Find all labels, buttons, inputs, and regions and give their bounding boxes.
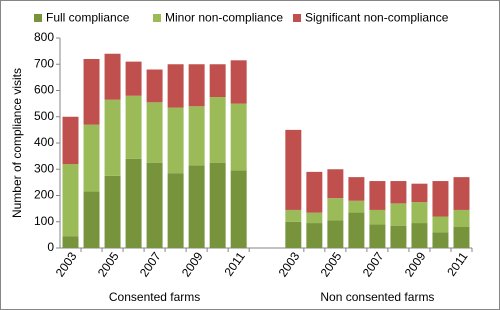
bar-segment (453, 177, 470, 210)
bar-segment (369, 181, 386, 210)
y-tick-label: 100 (34, 214, 54, 228)
group-label: Non consented farms (320, 290, 434, 304)
bar-segment (146, 69, 163, 103)
bar-segment (125, 61, 142, 96)
bar-segment (285, 129, 302, 210)
bar-segment (285, 221, 302, 248)
bar-segment (188, 64, 205, 107)
y-tick-label: 600 (34, 83, 54, 97)
bar-segment (285, 209, 302, 222)
bar-segment (348, 177, 365, 201)
bar-segment (369, 224, 386, 248)
legend-swatch (293, 14, 301, 22)
bar-segment (327, 198, 344, 221)
bar-segment (167, 64, 184, 108)
y-tick-label: 0 (47, 240, 54, 254)
bar-segment (146, 162, 163, 248)
bar-segment (188, 165, 205, 248)
bar-segment (83, 191, 100, 248)
bar-segment (104, 175, 121, 248)
bar-segment (411, 223, 428, 248)
bar-segment (306, 223, 323, 248)
bar-segment (83, 59, 100, 125)
y-tick-label: 200 (34, 188, 54, 202)
bar-segment (390, 203, 407, 226)
bar-segment (348, 200, 365, 213)
bar-segment (188, 106, 205, 166)
bar-segment (125, 95, 142, 159)
bar-segment (104, 53, 121, 100)
bar-segment (167, 107, 184, 174)
legend-label: Significant non-compliance (305, 11, 449, 25)
bar-segment (230, 103, 247, 171)
bar-segment (125, 158, 142, 248)
legend-swatch (34, 14, 42, 22)
bar-segment (62, 236, 79, 248)
y-tick-label: 400 (34, 135, 54, 149)
bar-segment (104, 99, 121, 176)
bar-segment (432, 181, 449, 217)
bar-segment (453, 209, 470, 227)
bar-segment (348, 212, 365, 248)
y-tick-label: 500 (34, 109, 54, 123)
legend-label: Minor non-compliance (165, 11, 283, 25)
bar-segment (209, 64, 226, 98)
bar-segment (411, 202, 428, 224)
bar-segment (327, 169, 344, 199)
bar-segment (453, 227, 470, 248)
bar-segment (209, 162, 226, 248)
group-label: Consented farms (109, 290, 200, 304)
bar-segment (369, 209, 386, 225)
bar-segment (432, 232, 449, 248)
bar-segment (83, 124, 100, 192)
bar-segment (306, 171, 323, 213)
bar-segment (146, 102, 163, 163)
y-tick-label: 700 (34, 56, 54, 70)
bar-segment (62, 164, 79, 237)
bar-segment (390, 225, 407, 248)
bar-segment (62, 116, 79, 164)
bar-segment (432, 216, 449, 233)
y-tick-label: 300 (34, 161, 54, 175)
bar-segment (209, 97, 226, 163)
legend-label: Full compliance (46, 11, 130, 25)
bar-segment (306, 212, 323, 224)
bar-segment (390, 181, 407, 204)
bar-segment (167, 173, 184, 248)
y-axis-label: Number of compliance visits (10, 68, 24, 218)
bar-segment (411, 183, 428, 203)
y-tick-label: 800 (34, 30, 54, 44)
bar-segment (230, 170, 247, 248)
bar-segment (327, 220, 344, 248)
legend-swatch (153, 14, 161, 22)
bar-segment (230, 60, 247, 104)
